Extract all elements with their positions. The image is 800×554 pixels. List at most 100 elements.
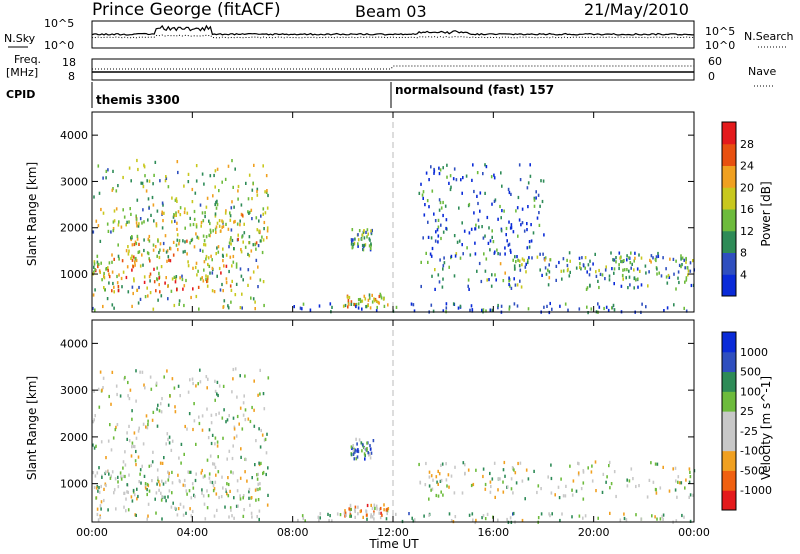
power-cell — [243, 222, 245, 226]
velocity-cell — [373, 517, 375, 521]
power-cell — [368, 244, 371, 248]
power-cell — [437, 218, 440, 222]
velocity-cell — [145, 414, 148, 418]
velocity-cell — [199, 368, 201, 372]
power-cell — [193, 209, 196, 214]
velocity-cell — [448, 512, 451, 516]
velocity-cell — [160, 491, 162, 495]
power-cell — [541, 273, 543, 277]
power-cell — [256, 228, 259, 232]
power-cell — [484, 191, 486, 195]
velocity-cell — [688, 480, 691, 484]
velocity-cell — [470, 483, 473, 488]
power-cell — [240, 212, 243, 216]
velocity-cell — [572, 479, 575, 483]
power-cell — [193, 245, 196, 249]
power-cell — [112, 220, 115, 224]
power-cell — [293, 305, 295, 309]
power-cell — [518, 218, 521, 222]
velocity-cell — [140, 481, 142, 485]
power-cell — [112, 169, 114, 173]
power-cell — [165, 250, 168, 254]
power-cell — [598, 305, 601, 309]
velocity-cell — [222, 486, 224, 490]
power-cell — [227, 227, 230, 231]
velocity-cell — [363, 452, 366, 456]
velocity-cell — [684, 486, 686, 490]
power-cell — [108, 272, 110, 276]
velocity-cell — [168, 435, 171, 439]
velocity-cell — [344, 514, 346, 518]
velocity-colorbar-tick: -25 — [740, 425, 758, 438]
velocity-cell — [192, 427, 194, 432]
power-cell — [141, 221, 143, 225]
power-cell — [225, 281, 228, 285]
power-cell — [192, 222, 195, 227]
velocity-cell — [646, 495, 649, 499]
velocity-cell — [128, 439, 131, 443]
velocity-cell — [254, 463, 256, 467]
power-cell — [507, 187, 510, 191]
velocity-cell — [430, 474, 433, 478]
power-cell — [169, 247, 172, 251]
power-cell — [649, 258, 651, 262]
velocity-cell — [353, 457, 356, 461]
velocity-cell — [354, 515, 356, 519]
velocity-cell — [413, 518, 416, 522]
velocity-cell — [258, 461, 260, 465]
velocity-cell — [490, 484, 492, 489]
power-cell — [151, 195, 154, 200]
power-colorbar-swatch — [722, 165, 736, 188]
velocity-colorbar-swatch — [722, 351, 736, 373]
velocity-cell — [125, 497, 127, 501]
power-cell — [443, 256, 445, 260]
velocity-cell — [190, 496, 193, 500]
velocity-cell — [225, 420, 227, 424]
power-cell — [548, 276, 551, 280]
velocity-cell — [378, 507, 381, 511]
power-cell — [179, 276, 181, 280]
power-cell — [113, 219, 116, 223]
power-cell — [108, 281, 110, 285]
power-cell — [253, 163, 255, 167]
power-cell — [582, 263, 585, 267]
power-cell — [149, 291, 152, 295]
power-cell — [536, 255, 539, 259]
power-cell — [532, 231, 535, 235]
power-cell — [514, 255, 516, 259]
velocity-cell — [244, 374, 246, 378]
power-cell — [597, 302, 599, 306]
power-cell — [196, 273, 198, 277]
power-cell — [241, 292, 243, 296]
power-cell — [474, 252, 477, 256]
power-cell — [247, 252, 249, 256]
station-title: Prince George (fitACF) — [92, 0, 281, 20]
power-cell — [229, 214, 232, 218]
power-cell — [128, 249, 130, 253]
power-cell — [460, 178, 462, 182]
velocity-colorbar-tick: 25 — [740, 405, 754, 418]
velocity-cell — [155, 491, 158, 495]
velocity-cell — [179, 394, 181, 398]
power-cell — [211, 258, 213, 262]
velocity-cell — [263, 438, 266, 442]
velocity-cell — [209, 454, 212, 458]
power-cell — [205, 257, 207, 261]
power-cell — [178, 302, 180, 306]
power-cell — [420, 260, 422, 264]
velocity-cell — [214, 389, 217, 393]
power-cell — [579, 262, 581, 266]
power-cell — [235, 262, 238, 266]
power-cell — [251, 217, 253, 221]
velocity-cell — [464, 471, 466, 475]
power-cell — [489, 308, 492, 312]
velocity-cell — [626, 484, 629, 488]
velocity-cell — [561, 512, 563, 516]
power-cell — [357, 302, 360, 306]
power-cell — [422, 190, 425, 194]
power-cell — [449, 174, 452, 178]
power-cell — [361, 243, 364, 248]
power-cell — [366, 235, 368, 239]
power-cell — [587, 263, 590, 267]
velocity-cell — [160, 498, 163, 502]
